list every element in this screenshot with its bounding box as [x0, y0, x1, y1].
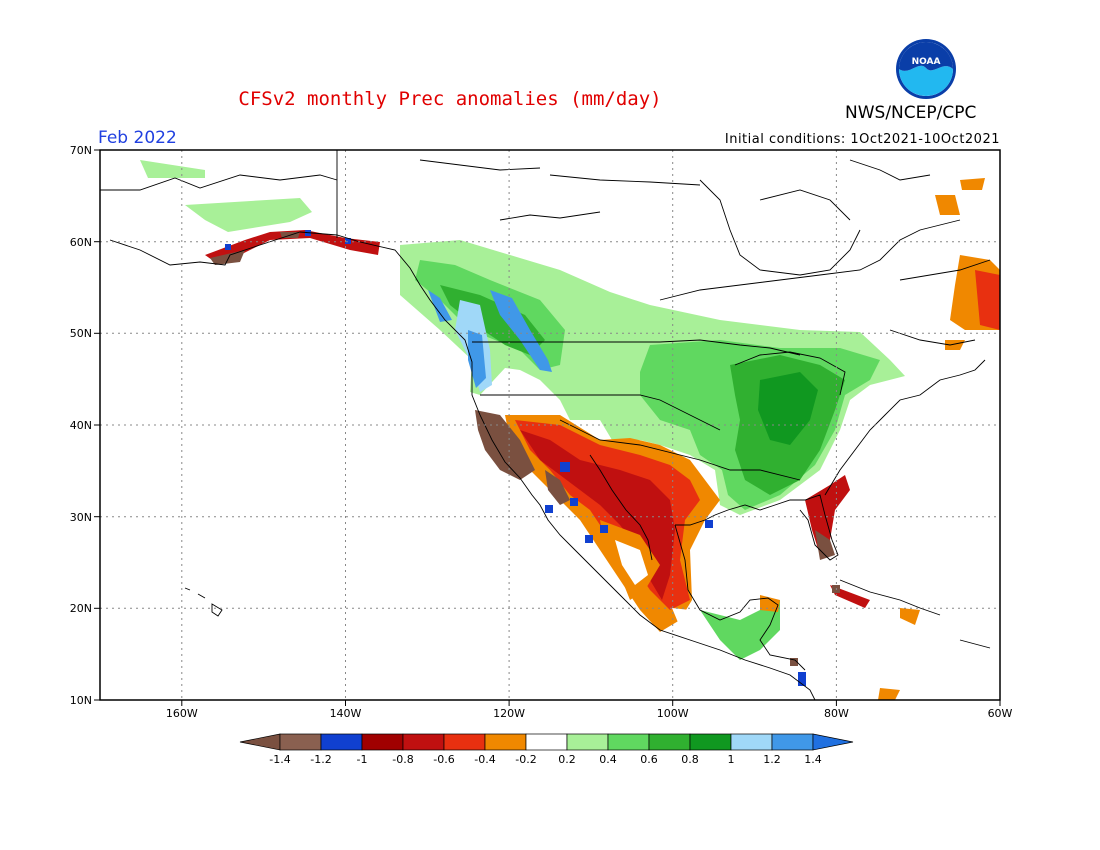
forecast-month: Feb 2022	[98, 128, 177, 148]
legend-label: -0.8	[392, 753, 413, 766]
lon-label-60w: 60W	[988, 707, 1013, 720]
legend-swatch	[689, 733, 732, 751]
chart-title-text: CFSv2 monthly Prec anomalies (mm/day)	[238, 88, 662, 110]
legend-swatch	[648, 733, 691, 751]
lon-label-120w: 120W	[493, 707, 525, 720]
legend-labels: -1.4 -1.2 -1 -0.8 -0.6 -0.4 -0.2 0.2 0.4 0.6 0.8 1 1…	[269, 753, 821, 766]
legend-swatch	[402, 733, 445, 751]
agency-label: NWS/NCEP/CPC	[845, 103, 977, 123]
legend-label: 1	[728, 753, 735, 766]
legend-label: -1	[357, 753, 368, 766]
legend-swatch	[730, 733, 773, 751]
legend-swatch	[443, 733, 486, 751]
legend-swatch	[566, 733, 609, 751]
lon-label-160w: 160W	[166, 707, 198, 720]
lon-label-100w: 100W	[657, 707, 689, 720]
legend-label: 1.2	[763, 753, 781, 766]
legend-swatch	[361, 733, 404, 751]
legend-swatches	[239, 733, 854, 751]
legend-arrow-low	[239, 733, 281, 751]
lon-labels: 160W 140W 120W 100W 80W 60W	[166, 707, 1013, 720]
legend-swatch	[279, 733, 322, 751]
legend-label: 0.4	[599, 753, 617, 766]
legend-arrow-high	[812, 733, 854, 751]
legend-label: -0.2	[515, 753, 536, 766]
legend-label: 0.8	[681, 753, 699, 766]
noaa-logo-text: NOAA	[912, 57, 941, 67]
axis-ticks	[94, 149, 1001, 706]
lon-label-140w: 140W	[330, 707, 362, 720]
legend-label: 0.2	[558, 753, 576, 766]
initial-conditions: Initial conditions: 1Oct2021-10Oct2021	[724, 132, 1000, 147]
legend-swatch	[484, 733, 527, 751]
legend-label: 1.4	[804, 753, 822, 766]
lat-lon-grid	[100, 150, 1000, 700]
lat-label-50n: 50N	[70, 327, 92, 340]
lon-label-80w: 80W	[824, 707, 849, 720]
chart-title: CFSv2 monthly Prec anomalies (mm/day)	[0, 88, 1100, 110]
lat-label-20n: 20N	[70, 602, 92, 615]
lat-label-30n: 30N	[70, 511, 92, 524]
hawaii-islands	[184, 587, 223, 617]
legend-label: -1.2	[310, 753, 331, 766]
lat-labels: 70N 60N 50N 40N 30N 20N 10N	[70, 144, 92, 707]
lat-label-60n: 60N	[70, 236, 92, 249]
legend-label: 0.6	[640, 753, 658, 766]
legend-swatch	[771, 733, 814, 751]
legend-swatch	[320, 733, 363, 751]
lat-label-70n: 70N	[70, 144, 92, 157]
legend-label: -1.4	[269, 753, 290, 766]
legend-swatch	[607, 733, 650, 751]
legend-label: -0.4	[474, 753, 495, 766]
legend-swatch	[525, 733, 568, 751]
coastlines	[100, 150, 991, 700]
lat-label-40n: 40N	[70, 419, 92, 432]
noaa-logo: NOAA	[896, 39, 956, 99]
lat-label-10n: 10N	[70, 694, 92, 707]
legend-label: -0.6	[433, 753, 454, 766]
